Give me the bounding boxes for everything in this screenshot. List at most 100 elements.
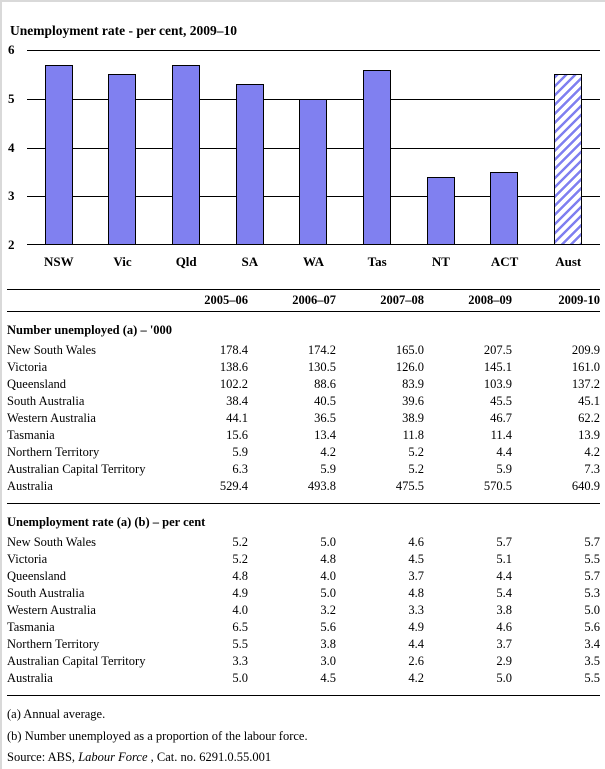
bar-slot bbox=[345, 50, 409, 245]
row-label: Australian Capital Territory bbox=[7, 462, 146, 476]
table-cell: 45.1 bbox=[578, 394, 600, 408]
table-row: Queensland 102.2 88.6 83.9 103.9 137.2 bbox=[7, 376, 600, 393]
table-cell: 15.6 bbox=[226, 428, 248, 442]
source-publication-italic: Labour Force bbox=[78, 750, 148, 764]
table-row: Western Australia 4.0 3.2 3.3 3.8 5.0 bbox=[7, 602, 600, 619]
source-prefix: Source: ABS, bbox=[7, 750, 79, 764]
table-cell: 126.0 bbox=[395, 360, 424, 374]
table-cell: 44.1 bbox=[226, 411, 248, 425]
x-axis-label: ACT bbox=[490, 254, 519, 269]
bar-slot bbox=[282, 50, 346, 245]
table-header-row: 2005–06 2006–07 2007–08 2008–09 2009-10 bbox=[7, 289, 600, 312]
table-cell: 570.5 bbox=[483, 479, 512, 493]
table-cell: 5.6 bbox=[584, 620, 600, 634]
table-cell: 3.8 bbox=[496, 603, 512, 617]
table-cell: 5.6 bbox=[320, 620, 336, 634]
table-cell: 2.9 bbox=[496, 654, 512, 668]
table-cell: 5.5 bbox=[584, 671, 600, 685]
x-axis-labels: NSW Vic Qld SA WA Tas NT ACT Aust bbox=[27, 254, 600, 270]
table-cell: 3.7 bbox=[408, 569, 424, 583]
row-label: New South Wales bbox=[7, 535, 97, 549]
table-cell: 529.4 bbox=[219, 479, 248, 493]
table-row: Australia 5.0 4.5 4.2 5.0 5.5 bbox=[7, 670, 600, 696]
row-label: Victoria bbox=[7, 552, 48, 566]
bar-sa bbox=[235, 84, 264, 245]
table-row: Tasmania 15.6 13.4 11.8 11.4 13.9 bbox=[7, 427, 600, 444]
table-section: Number unemployed (a) – '000 New South Wa… bbox=[7, 312, 600, 504]
table-cell: 11.4 bbox=[490, 428, 512, 442]
table-cell: 6.5 bbox=[232, 620, 248, 634]
table-cell: 209.9 bbox=[571, 343, 600, 357]
table-cell: 3.2 bbox=[320, 603, 336, 617]
row-label: Tasmania bbox=[7, 620, 55, 634]
table-cell: 13.4 bbox=[314, 428, 336, 442]
table-cell: 5.3 bbox=[584, 586, 600, 600]
table-cell: 5.2 bbox=[232, 535, 248, 549]
table-cell: 6.3 bbox=[232, 462, 248, 476]
table-cell: 4.2 bbox=[320, 445, 336, 459]
table-row: Northern Territory 5.5 3.8 4.4 3.7 3.4 bbox=[7, 636, 600, 653]
table-cell: 165.0 bbox=[395, 343, 424, 357]
table-cell: 5.2 bbox=[408, 445, 424, 459]
data-table: 2005–06 2006–07 2007–08 2008–09 2009-10 Numbe… bbox=[7, 289, 600, 696]
table-row: Victoria 5.2 4.8 4.5 5.1 5.5 bbox=[7, 551, 600, 568]
header-year-column: 2009-10 bbox=[512, 289, 600, 312]
bar-act bbox=[490, 171, 519, 245]
table-cell: 5.7 bbox=[584, 535, 600, 549]
gridline bbox=[27, 50, 600, 51]
table-cell: 5.9 bbox=[320, 462, 336, 476]
x-axis-label: WA bbox=[303, 254, 324, 269]
bar-slot bbox=[91, 50, 155, 245]
table-cell: 5.2 bbox=[232, 552, 248, 566]
plot-area: 2 3 4 5 6 bbox=[8, 42, 600, 252]
table-row: Queensland 4.8 4.0 3.7 4.4 5.7 bbox=[7, 568, 600, 585]
x-axis-label: Qld bbox=[175, 254, 197, 269]
table-header: 2005–06 2006–07 2007–08 2008–09 2009-10 bbox=[7, 289, 600, 312]
table-row: Victoria 138.6 130.5 126.0 145.1 161.0 bbox=[7, 359, 600, 376]
table-cell: 83.9 bbox=[402, 377, 424, 391]
table-cell: 40.5 bbox=[314, 394, 336, 408]
row-label: Australian Capital Territory bbox=[7, 654, 146, 668]
x-axis-label: SA bbox=[241, 254, 259, 269]
x-axis-label: Vic bbox=[113, 254, 132, 269]
bar-aust bbox=[554, 74, 583, 245]
table-cell: 3.3 bbox=[232, 654, 248, 668]
table-row: New South Wales 178.4 174.2 165.0 207.5 209.9 bbox=[7, 342, 600, 359]
header-year-column: 2006–07 bbox=[248, 289, 336, 312]
table-cell: 46.7 bbox=[490, 411, 512, 425]
table-cell: 5.9 bbox=[232, 445, 248, 459]
footnotes: (a) Annual average. (b) Number unemploye… bbox=[7, 704, 600, 769]
table-cell: 4.4 bbox=[496, 445, 512, 459]
table-cell: 4.0 bbox=[320, 569, 336, 583]
section-heading: Unemployment rate (a) (b) – per cent bbox=[7, 515, 206, 529]
table-cell: 5.0 bbox=[496, 671, 512, 685]
bar-slot bbox=[27, 50, 91, 245]
footnote-a: (a) Annual average. bbox=[7, 707, 106, 721]
table-row: Tasmania 6.5 5.6 4.9 4.6 5.6 bbox=[7, 619, 600, 636]
row-label: Northern Territory bbox=[7, 445, 100, 459]
table-cell: 4.6 bbox=[496, 620, 512, 634]
table-cell: 4.6 bbox=[408, 535, 424, 549]
y-axis-tick-label: 2 bbox=[8, 237, 15, 252]
table-cell: 178.4 bbox=[219, 343, 248, 357]
table-cell: 5.9 bbox=[496, 462, 512, 476]
bar-nt bbox=[426, 176, 455, 245]
table-cell: 5.0 bbox=[320, 535, 336, 549]
x-axis-label: Aust bbox=[555, 254, 582, 269]
y-axis-tick-label: 6 bbox=[8, 42, 15, 57]
table-cell: 4.0 bbox=[232, 603, 248, 617]
bar-nsw bbox=[44, 64, 73, 245]
x-axis-label: NSW bbox=[44, 254, 74, 269]
row-label: Western Australia bbox=[7, 411, 96, 425]
row-label: Northern Territory bbox=[7, 637, 100, 651]
table-cell: 36.5 bbox=[314, 411, 336, 425]
bar-wa bbox=[299, 98, 328, 245]
table-cell: 3.0 bbox=[320, 654, 336, 668]
bar-slot bbox=[154, 50, 218, 245]
table-cell: 640.9 bbox=[571, 479, 600, 493]
table-cell: 4.4 bbox=[408, 637, 424, 651]
table-cell: 13.9 bbox=[578, 428, 600, 442]
chart-title: Unemployment rate - per cent, 2009–10 bbox=[10, 23, 237, 38]
table-cell: 145.1 bbox=[483, 360, 512, 374]
table-cell: 4.2 bbox=[584, 445, 600, 459]
